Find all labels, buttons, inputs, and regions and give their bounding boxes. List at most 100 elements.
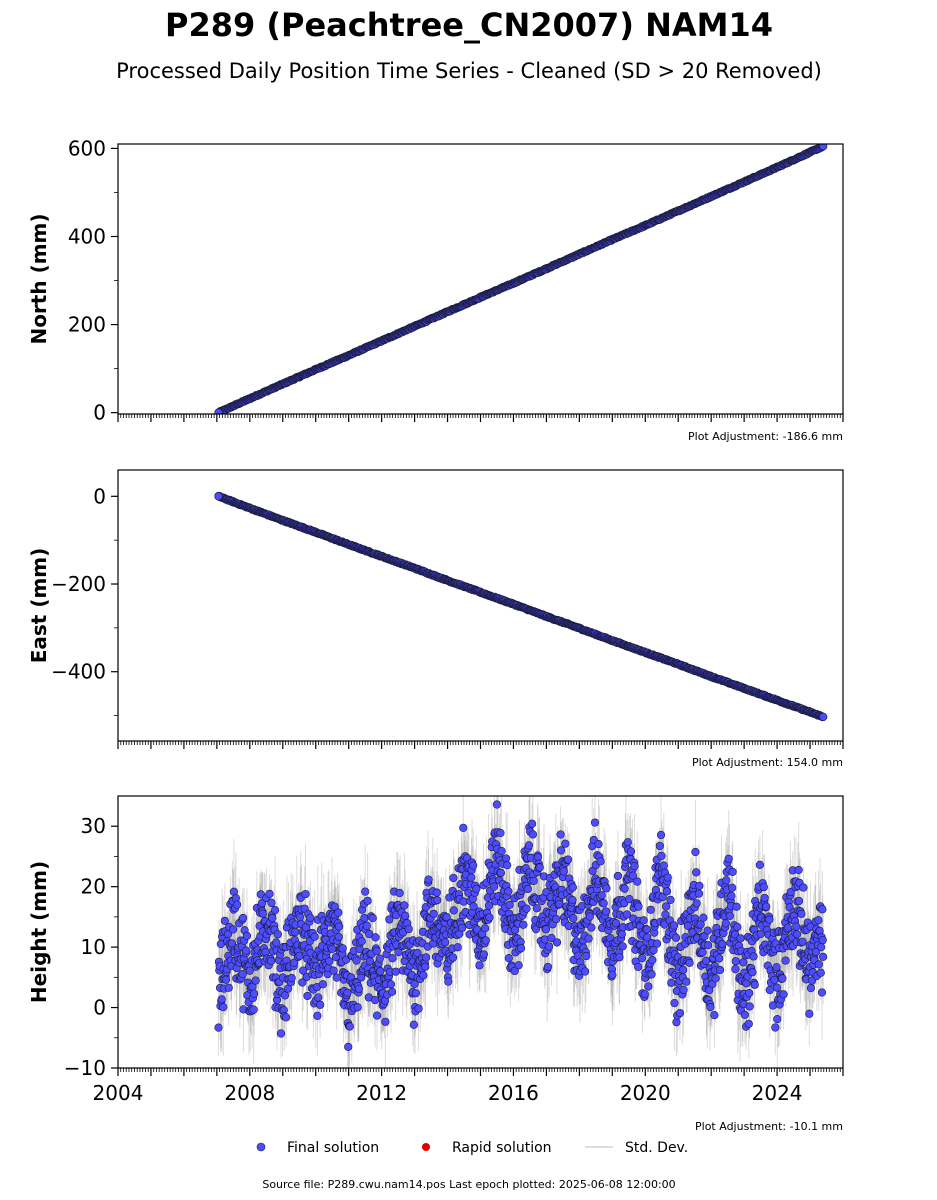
data-point [528,819,537,828]
data-point [276,1029,286,1038]
y-axis-label: North (mm) [27,213,51,344]
data-point [229,925,238,934]
data-point [385,915,394,924]
data-point [541,925,551,934]
data-point [270,905,280,915]
data-point [353,1003,362,1012]
data-point [267,956,276,966]
data-point [563,855,573,864]
data-point [344,1042,353,1051]
data-point [372,1011,382,1020]
data-point [618,942,627,951]
data-point [611,919,621,928]
data-point [469,861,478,870]
data-point [242,931,252,940]
data-point [334,932,343,942]
data-point [314,993,323,1002]
data-point [590,818,600,827]
data-point [522,904,531,913]
data-point [298,978,307,987]
data-point [316,1000,325,1009]
data-point [503,861,512,870]
data-point [404,924,413,934]
data-point [501,854,511,863]
data-point [411,989,420,998]
data-point [376,967,385,976]
data-point [409,1020,418,1029]
data-point [449,873,458,883]
data-point [596,857,605,866]
data-point [547,933,556,943]
data-point [238,913,248,923]
data-point [561,839,570,848]
data-point [221,975,231,984]
data-point [365,929,374,939]
data-point [429,909,438,918]
data-point [401,911,410,920]
data-point [490,882,499,891]
data-point [361,887,370,896]
y-tick-label: −200 [51,572,106,596]
data-point [492,800,502,809]
data-point [441,938,450,947]
data-point [519,920,528,929]
data-point [599,899,608,908]
data-point [368,914,377,923]
data-point [280,991,290,1000]
data-point [472,884,481,894]
data-point [556,830,565,839]
data-point [330,902,339,911]
data-point [496,868,505,877]
data-point [585,912,594,921]
data-point [602,884,611,893]
final-solution-points [214,800,828,1051]
data-point [510,966,519,976]
data-point [584,934,593,943]
data-point [626,847,636,856]
data-point [617,930,626,939]
y-tick-label: 200 [68,313,106,337]
data-point [419,971,428,980]
data-point [597,891,606,900]
data-point [540,935,549,944]
data-point [532,904,541,913]
data-point [371,933,380,942]
data-point [630,862,639,871]
data-point [552,914,561,924]
data-point [352,956,361,965]
data-point [272,938,281,947]
data-point [556,846,566,855]
data-point [458,923,467,932]
data-point [448,953,458,962]
y-axis-ticks: 0 −200 −400 [51,484,118,716]
data-point [484,901,494,910]
data-point [334,908,343,917]
data-point [343,988,352,997]
data-point [819,712,828,721]
data-point [620,884,629,893]
data-point [388,954,397,963]
data-point [568,883,577,892]
data-point [459,823,468,832]
data-point [543,962,553,972]
data-point [433,896,442,905]
data-point [505,900,514,909]
data-point [328,944,337,953]
data-point [432,888,441,897]
y-tick-label: 0 [93,401,106,425]
data-point [587,923,596,932]
data-point [559,867,568,876]
data-point [273,930,282,939]
data-point [318,980,328,989]
data-point [291,927,300,937]
data-point [310,932,319,941]
data-point [303,991,312,1001]
data-point [414,1004,423,1013]
data-point [289,958,299,967]
data-point [338,944,347,953]
data-point [258,909,267,918]
data-point [391,967,400,976]
data-point [267,898,276,907]
